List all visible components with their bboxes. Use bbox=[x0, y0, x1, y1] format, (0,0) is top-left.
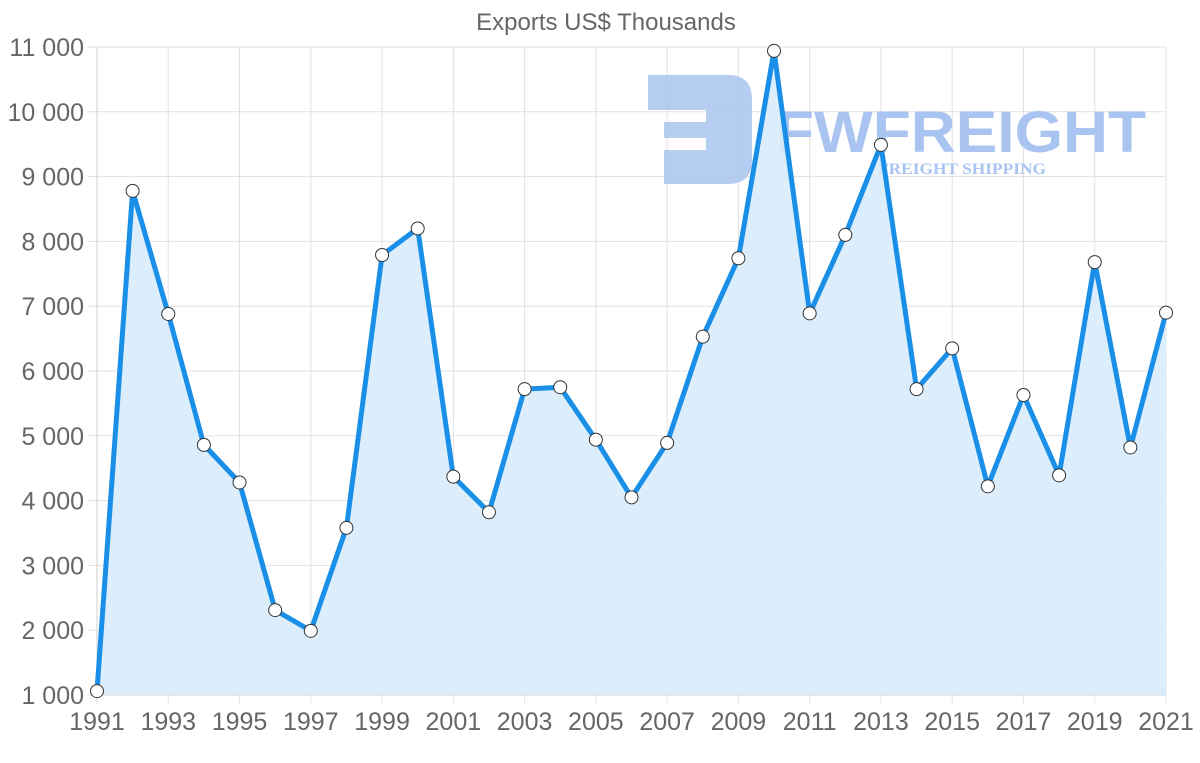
x-tick-label: 2015 bbox=[924, 708, 980, 736]
data-point-marker[interactable] bbox=[161, 306, 176, 321]
y-tick-label: 10 000 bbox=[8, 99, 84, 127]
y-tick-label: 11 000 bbox=[9, 34, 84, 62]
x-tick-label: 1997 bbox=[283, 708, 339, 736]
data-point-marker[interactable] bbox=[802, 306, 817, 321]
y-tick-label: 9 000 bbox=[21, 164, 84, 192]
x-tick-label: 2005 bbox=[568, 708, 624, 736]
watermark-tagline: FREIGHT SHIPPING bbox=[878, 161, 1047, 178]
data-point-marker[interactable] bbox=[945, 341, 960, 356]
data-point-marker[interactable] bbox=[624, 490, 639, 505]
data-point-marker[interactable] bbox=[588, 432, 603, 447]
data-markers bbox=[90, 43, 1173, 699]
data-point-marker[interactable] bbox=[268, 603, 283, 618]
x-tick-label: 2017 bbox=[996, 708, 1052, 736]
y-tick-label: 7 000 bbox=[21, 293, 84, 321]
x-tick-label: 2007 bbox=[639, 708, 695, 736]
y-axis: 1 000 2 000 3 000 4 000 5 000 6 000 7 000 8 000… bbox=[8, 34, 84, 710]
data-point-marker[interactable] bbox=[232, 475, 247, 490]
data-point-marker[interactable] bbox=[375, 248, 390, 263]
data-point-marker[interactable] bbox=[767, 43, 782, 58]
brand-logo-icon bbox=[648, 75, 752, 184]
data-point-marker[interactable] bbox=[553, 380, 568, 395]
data-point-marker[interactable] bbox=[446, 469, 461, 484]
data-point-marker[interactable] bbox=[1016, 387, 1031, 402]
data-point-marker[interactable] bbox=[90, 684, 104, 699]
watermark-brand: FWFREIGHT bbox=[776, 100, 1146, 165]
data-point-marker[interactable] bbox=[1087, 255, 1102, 270]
y-tick-label: 2 000 bbox=[21, 617, 84, 645]
data-point-marker[interactable] bbox=[731, 251, 746, 266]
y-tick-label: 1 000 bbox=[21, 682, 84, 710]
x-tick-label: 2009 bbox=[711, 708, 767, 736]
data-point-marker[interactable] bbox=[695, 329, 710, 344]
x-tick-label: 2021 bbox=[1138, 708, 1194, 736]
data-point-marker[interactable] bbox=[410, 221, 425, 236]
x-tick-label: 2001 bbox=[426, 708, 482, 736]
chart-title: Exports US$ Thousands bbox=[476, 9, 736, 36]
x-tick-label: 2003 bbox=[497, 708, 553, 736]
data-point-marker[interactable] bbox=[1159, 305, 1173, 320]
x-tick-label: 1991 bbox=[69, 708, 125, 736]
data-point-marker[interactable] bbox=[125, 183, 140, 198]
data-point-marker[interactable] bbox=[1123, 440, 1138, 455]
data-point-marker[interactable] bbox=[873, 137, 888, 152]
area-fill bbox=[97, 50, 1166, 695]
y-tick-label: 3 000 bbox=[21, 552, 84, 580]
data-point-marker[interactable] bbox=[660, 435, 675, 450]
y-tick-label: 6 000 bbox=[21, 358, 84, 386]
x-axis: 1991 1993 1995 1997 1999 2001 2003 2005 2007 2009… bbox=[69, 708, 1194, 736]
data-point-marker[interactable] bbox=[303, 623, 318, 638]
y-tick-label: 4 000 bbox=[21, 488, 84, 516]
watermark: FWFREIGHT FREIGHT SHIPPING bbox=[648, 75, 1146, 184]
x-tick-label: 2013 bbox=[853, 708, 909, 736]
data-point-marker[interactable] bbox=[909, 382, 924, 397]
data-point-marker[interactable] bbox=[838, 227, 853, 242]
data-point-marker[interactable] bbox=[1052, 468, 1067, 483]
data-point-marker[interactable] bbox=[481, 505, 496, 520]
data-point-marker[interactable] bbox=[196, 437, 211, 452]
y-tick-label: 8 000 bbox=[21, 228, 84, 256]
x-tick-label: 1993 bbox=[140, 708, 196, 736]
x-tick-label: 2011 bbox=[783, 708, 837, 736]
data-point-marker[interactable] bbox=[517, 382, 532, 397]
data-point-marker[interactable] bbox=[980, 479, 995, 494]
y-tick-label: 5 000 bbox=[21, 423, 84, 451]
x-tick-label: 2019 bbox=[1067, 708, 1123, 736]
x-tick-label: 1999 bbox=[354, 708, 410, 736]
data-point-marker[interactable] bbox=[339, 520, 354, 535]
x-tick-label: 1995 bbox=[212, 708, 268, 736]
